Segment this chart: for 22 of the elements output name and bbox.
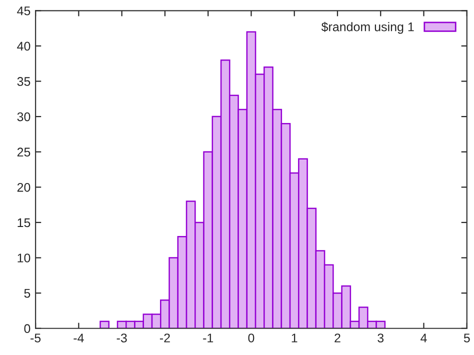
x-tick-label: 5: [464, 334, 470, 342]
y-tick-label: 20: [17, 182, 30, 192]
x-tick-label: 1: [292, 334, 298, 342]
y-tick-label: 25: [17, 148, 30, 157]
x-tick-label: -4: [74, 334, 84, 342]
y-tick-label: 5: [24, 289, 30, 298]
x-tick-label: 3: [378, 334, 384, 342]
x-tick-label: 0: [248, 334, 254, 342]
x-tick-label: 2: [334, 334, 340, 342]
y-tick-label: 40: [17, 42, 30, 51]
y-tick-label: 15: [18, 218, 30, 228]
x-tick-label: -2: [160, 334, 170, 342]
y-tick-label: 0: [24, 324, 30, 334]
x-tick-label: -5: [30, 334, 41, 342]
y-tick-label: 35: [17, 77, 30, 86]
x-tick-label: -3: [116, 334, 127, 342]
y-tick-label: 10: [18, 254, 30, 262]
y-tick-label: 30: [17, 112, 30, 122]
x-tick-label: 4: [420, 334, 427, 342]
x-tick-label: -1: [203, 334, 214, 342]
legend-label: $random using 1: [321, 22, 414, 34]
y-tick-label: 45: [17, 6, 30, 16]
